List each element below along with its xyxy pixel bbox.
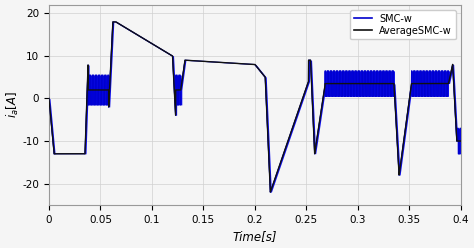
AverageSMC-w	[149, 42, 155, 45]
AverageSMC-w	[110, 20, 116, 23]
Line: SMC-w: SMC-w	[49, 22, 461, 192]
SMC-w	[110, 20, 116, 23]
AverageSMC-w	[241, 62, 246, 65]
AverageSMC-w	[310, 124, 316, 127]
Line: AverageSMC-w: AverageSMC-w	[49, 22, 461, 192]
AverageSMC-w	[431, 82, 437, 85]
SMC-w	[310, 124, 316, 127]
SMC-w	[267, 190, 273, 193]
AverageSMC-w	[458, 140, 464, 143]
SMC-w	[458, 127, 464, 130]
SMC-w	[46, 97, 52, 100]
SMC-w	[431, 95, 437, 98]
SMC-w	[149, 42, 155, 45]
X-axis label: Time[s]: Time[s]	[233, 230, 277, 243]
Legend: SMC-w, AverageSMC-w: SMC-w, AverageSMC-w	[350, 10, 456, 39]
SMC-w	[295, 110, 301, 113]
AverageSMC-w	[341, 82, 347, 85]
AverageSMC-w	[267, 190, 273, 193]
SMC-w	[341, 69, 347, 72]
AverageSMC-w	[295, 110, 301, 113]
Y-axis label: $i_a[A]$: $i_a[A]$	[5, 92, 21, 118]
SMC-w	[241, 62, 246, 65]
AverageSMC-w	[46, 97, 52, 100]
